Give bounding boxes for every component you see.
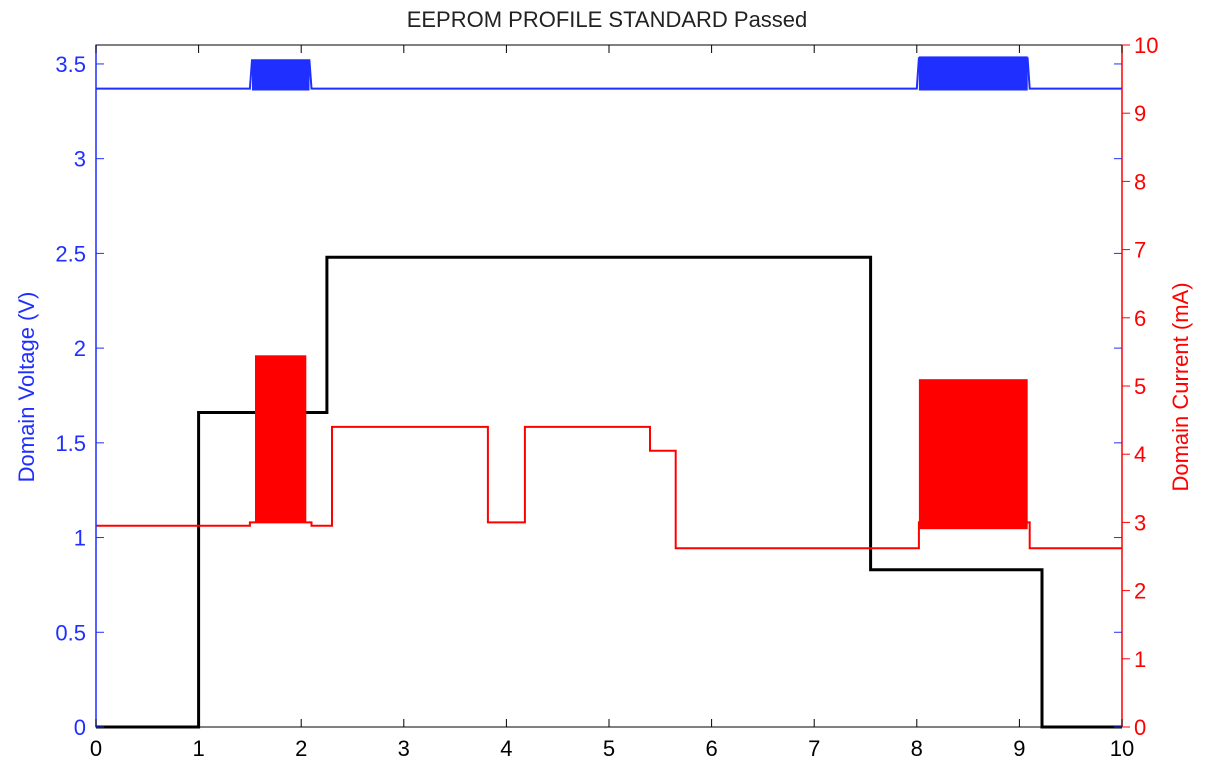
x-tick-label: 6 — [705, 736, 717, 761]
x-tick-label: 10 — [1110, 736, 1134, 761]
chart-title: EEPROM PROFILE STANDARD Passed — [407, 7, 808, 32]
y-left-tick-label: 2 — [74, 336, 86, 361]
y-right-tick-label: 0 — [1134, 715, 1146, 740]
y-right-tick-label: 5 — [1134, 374, 1146, 399]
y-left-axis-title: Domain Voltage (V) — [14, 292, 39, 483]
y-right-tick-label: 8 — [1134, 169, 1146, 194]
x-tick-label: 3 — [398, 736, 410, 761]
x-tick-label: 7 — [808, 736, 820, 761]
y-left-tick-label: 1.5 — [55, 431, 86, 456]
y-left-tick-label: 3.5 — [55, 52, 86, 77]
y-right-tick-label: 9 — [1134, 101, 1146, 126]
y-left-tick-label: 3 — [74, 147, 86, 172]
x-tick-label: 5 — [603, 736, 615, 761]
series-3-burst-1 — [255, 355, 307, 523]
y-right-tick-label: 4 — [1134, 442, 1146, 467]
y-left-tick-label: 1 — [74, 526, 86, 551]
y-right-tick-label: 7 — [1134, 238, 1146, 263]
y-right-tick-label: 1 — [1134, 647, 1146, 672]
x-tick-label: 1 — [192, 736, 204, 761]
x-tick-label: 8 — [911, 736, 923, 761]
y-left-tick-label: 0.5 — [55, 620, 86, 645]
x-tick-label: 2 — [295, 736, 307, 761]
series-line-1 — [96, 57, 1122, 90]
series-1-burst-2 — [918, 56, 1028, 91]
series-3-burst-2 — [918, 379, 1028, 530]
x-tick-label: 9 — [1013, 736, 1025, 761]
y-right-tick-label: 2 — [1134, 579, 1146, 604]
x-tick-label: 0 — [90, 736, 102, 761]
y-right-tick-label: 10 — [1134, 33, 1158, 58]
series-line-2 — [96, 255, 1122, 729]
y-left-tick-label: 2.5 — [55, 241, 86, 266]
y-right-tick-label: 6 — [1134, 306, 1146, 331]
y-left-tick-label: 0 — [74, 715, 86, 740]
y-right-axis-title: Domain Current (mA) — [1168, 282, 1193, 491]
x-tick-label: 4 — [500, 736, 512, 761]
series-1-burst-1 — [252, 60, 310, 91]
y-right-tick-label: 3 — [1134, 510, 1146, 535]
